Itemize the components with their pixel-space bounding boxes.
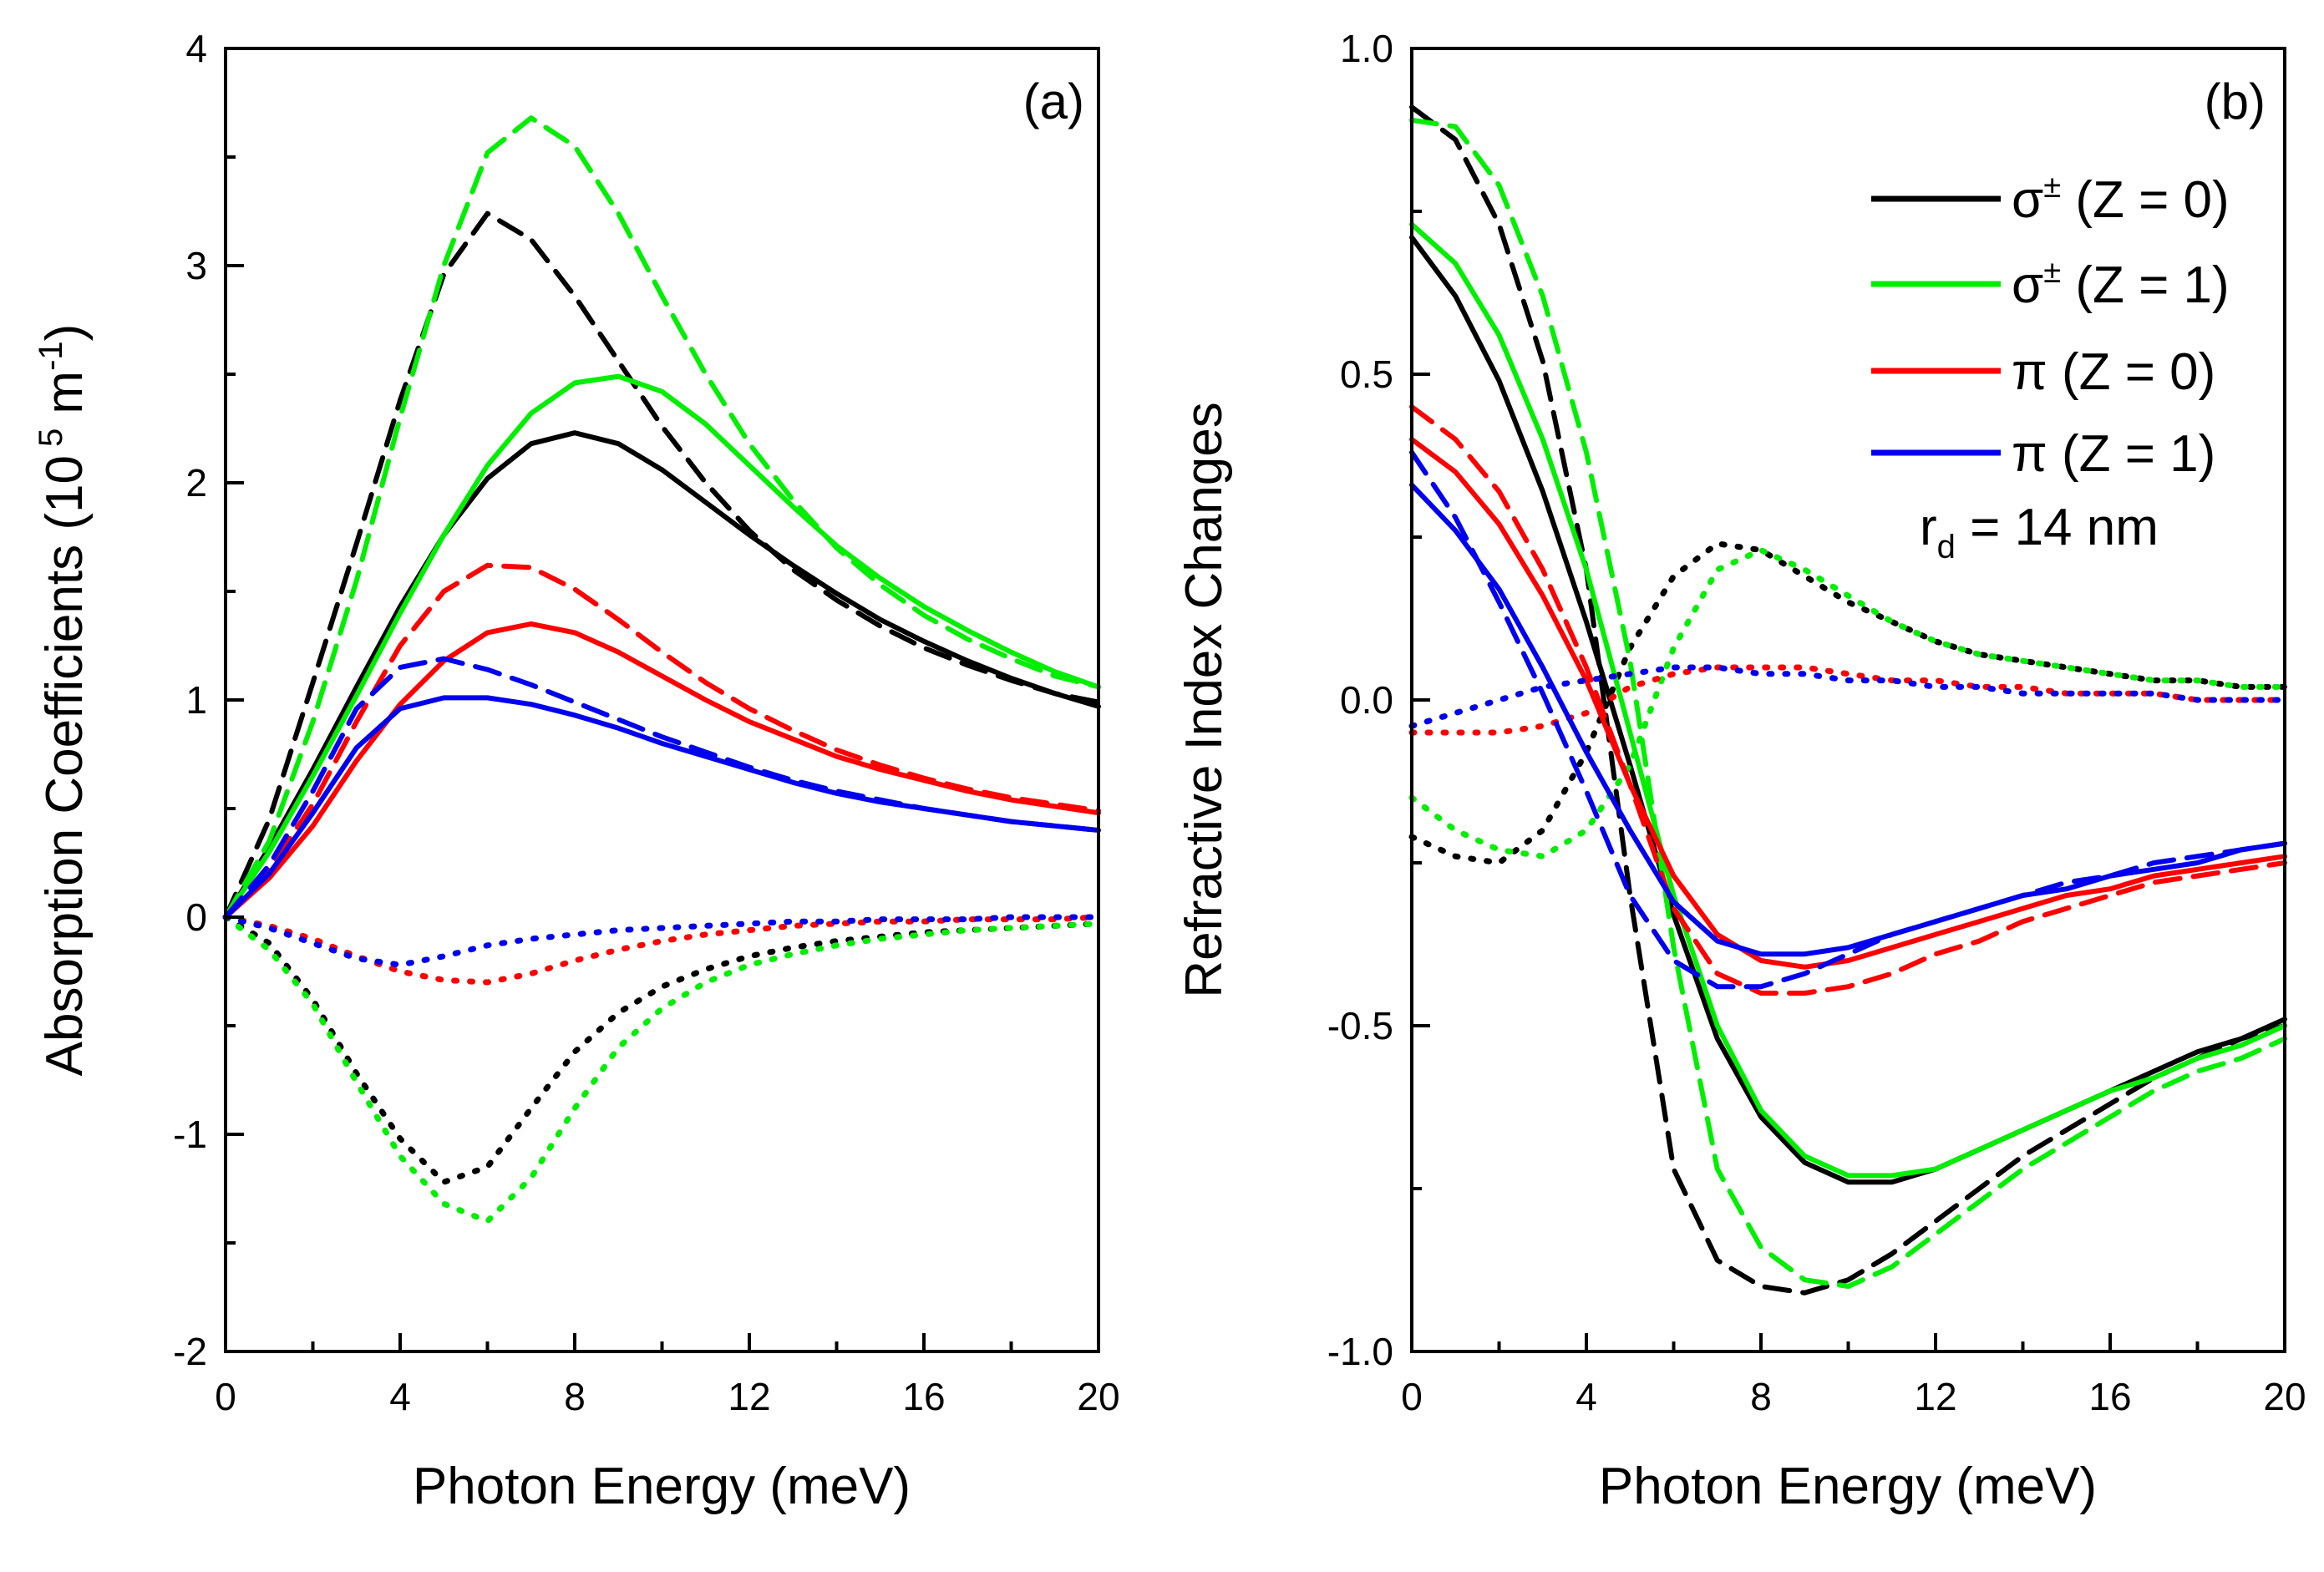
panel-a-x-tick-label: 20 bbox=[1077, 1375, 1119, 1418]
panel-b-series-3-solid-line bbox=[1409, 221, 2287, 1179]
panel-b-x-tick-label: 12 bbox=[1914, 1375, 1956, 1418]
panel-a-series-0-solid-line bbox=[223, 430, 1101, 920]
panel-b-series-7-dotted-line bbox=[1408, 664, 2288, 736]
legend-entry-sigma-z1: σ± (Z = 1) bbox=[1871, 255, 2230, 314]
legend-symbol-sigma-z0: σ bbox=[2012, 171, 2043, 229]
panel-a-y-tick-label: 0 bbox=[185, 895, 207, 939]
panel-a-y-tick-label: 2 bbox=[185, 461, 207, 505]
legend-symbol-pi-z1: π bbox=[2012, 425, 2047, 483]
panel-b-y-axis-title: Refractive Index Changes bbox=[1175, 402, 1233, 997]
panel-b-series-11-dashed-line bbox=[1409, 449, 2287, 990]
panel-a-tag: (a) bbox=[1023, 74, 1084, 129]
panel-a-series-11-dashed-line bbox=[223, 656, 1101, 920]
panel-a-x-tick-label: 4 bbox=[389, 1375, 411, 1418]
panel-a-y-tick-label: -2 bbox=[173, 1330, 207, 1373]
panel-a-x-tick-label: 16 bbox=[902, 1375, 945, 1418]
panel-a-series-group bbox=[222, 115, 1102, 1225]
legend-symbol-pi-z0: π bbox=[2012, 343, 2047, 401]
panel-b-series-2-dashed-line bbox=[1409, 104, 2287, 1296]
panel-a-series-6-solid-line bbox=[223, 621, 1101, 920]
panel-a-series-7-dotted-line bbox=[222, 914, 1102, 986]
panel-b: 0 4 8 12 16 20 -1.0 -0.5 0.0 0.5 1.0 (b) Photon En… bbox=[1175, 27, 2306, 1515]
panel-b-legend: σ± (Z = 0) σ± (Z = 1) π (Z = 0) π (Z = 1… bbox=[1871, 170, 2230, 565]
legend-text-pi-z1: (Z = 1) bbox=[2047, 425, 2216, 483]
panel-b-y-tick-label: 0.5 bbox=[1340, 352, 1393, 396]
panel-a-x-tick-label: 0 bbox=[215, 1375, 236, 1418]
panel-b-x-tick-label: 4 bbox=[1576, 1375, 1597, 1418]
legend-label-pi-z0: π (Z = 0) bbox=[2012, 343, 2215, 401]
panel-a-series-9-solid-line bbox=[223, 695, 1101, 920]
panel-a-y-axis-title: Absorption Coefficients (10 5 m-1) bbox=[33, 324, 94, 1077]
legend-entry-pi-z1: π (Z = 1) bbox=[1871, 425, 2215, 483]
panel-b-series-9-solid-line bbox=[1409, 482, 2287, 957]
legend-parameter-value: = 14 nm bbox=[1956, 499, 2159, 556]
legend-label-pi-z1: π (Z = 1) bbox=[2012, 425, 2215, 483]
legend-parameter-label: rd = 14 nm bbox=[1920, 499, 2159, 565]
panel-b-y-tick-label: -0.5 bbox=[1327, 1004, 1393, 1047]
panel-b-series-10-dotted-line bbox=[1408, 664, 2288, 729]
legend-parameter-subscript: d bbox=[1937, 529, 1956, 565]
panel-a-series-3-solid-line bbox=[223, 373, 1101, 920]
panel-a-series-5-dashed-line bbox=[223, 115, 1101, 920]
panel-b-y-tick-label: 0.0 bbox=[1340, 678, 1393, 722]
panel-a-series-1-dotted-line bbox=[222, 914, 1102, 1185]
legend-entry-pi-z0: π (Z = 0) bbox=[1871, 343, 2215, 401]
panel-a-x-tick-label: 8 bbox=[564, 1375, 586, 1418]
panel-b-series-5-dashed-line bbox=[1409, 117, 2287, 1289]
panel-b-series-6-solid-line bbox=[1409, 437, 2287, 970]
legend-label-sigma-z1: σ± (Z = 1) bbox=[2012, 255, 2230, 314]
panel-b-series-8-dashed-line bbox=[1409, 404, 2287, 996]
legend-sup-sigma-z0: ± bbox=[2043, 170, 2061, 205]
panel-b-x-tick-label: 16 bbox=[2088, 1375, 2131, 1418]
panel-b-plot-frame bbox=[1410, 47, 2286, 1353]
panel-b-x-tick-label: 8 bbox=[1750, 1375, 1772, 1418]
panel-b-x-axis-title: Photon Energy (meV) bbox=[1599, 1458, 2097, 1515]
panel-a-x-axis-title: Photon Energy (meV) bbox=[413, 1458, 911, 1515]
legend-entry-sigma-z0: σ± (Z = 0) bbox=[1871, 170, 2230, 229]
panel-a-y-tick-label: -1 bbox=[173, 1113, 207, 1156]
legend-symbol-sigma-z1: σ bbox=[2012, 256, 2043, 314]
panel-b-y-tick-label: -1.0 bbox=[1327, 1330, 1393, 1373]
legend-text-sigma-z1: (Z = 1) bbox=[2061, 256, 2230, 314]
panel-b-series-group bbox=[1408, 104, 2288, 1296]
panel-a-series-10-dotted-line bbox=[222, 914, 1102, 968]
panel-a-y-tick-label: 1 bbox=[185, 678, 207, 722]
panel-b-series-0-solid-line bbox=[1409, 235, 2287, 1185]
panel-b-tag: (b) bbox=[2205, 74, 2266, 129]
panel-a-y-axis-title-unit: m bbox=[36, 371, 94, 428]
panel-b-series-1-dotted-line bbox=[1408, 540, 2288, 866]
panel-b-y-tick-label: 1.0 bbox=[1340, 27, 1393, 70]
panel-a-y-tick-label: 4 bbox=[185, 27, 207, 70]
panel-a-y-axis-title-main: Absorption Coefficients (10 bbox=[36, 455, 94, 1076]
legend-text-pi-z0: (Z = 0) bbox=[2047, 343, 2216, 401]
panel-a-series-4-dotted-line bbox=[222, 914, 1102, 1225]
panel-b-x-tick-label: 0 bbox=[1401, 1375, 1423, 1418]
panel-a-series-8-dashed-line bbox=[223, 562, 1101, 920]
panel-a-y-axis-title-unit-exp: -1 bbox=[33, 341, 69, 371]
panel-b-ticks: 0 4 8 12 16 20 -1.0 -0.5 0.0 0.5 1.0 bbox=[1327, 27, 2306, 1418]
panel-a-y-axis-title-close: ) bbox=[36, 324, 94, 342]
panel-a-x-tick-label: 12 bbox=[728, 1375, 770, 1418]
legend-label-sigma-z0: σ± (Z = 0) bbox=[2012, 170, 2230, 229]
legend-parameter-symbol: r bbox=[1920, 499, 1937, 556]
panel-a-series-2-dashed-line bbox=[223, 210, 1101, 920]
legend-sup-sigma-z1: ± bbox=[2043, 255, 2061, 290]
panel-b-series-4-dotted-line bbox=[1408, 547, 2288, 860]
panel-a-y-axis-title-exp: 5 bbox=[33, 428, 69, 447]
panel-b-x-tick-label: 20 bbox=[2263, 1375, 2306, 1418]
panel-a-y-tick-label: 3 bbox=[185, 244, 207, 287]
legend-text-sigma-z0: (Z = 0) bbox=[2061, 171, 2230, 229]
